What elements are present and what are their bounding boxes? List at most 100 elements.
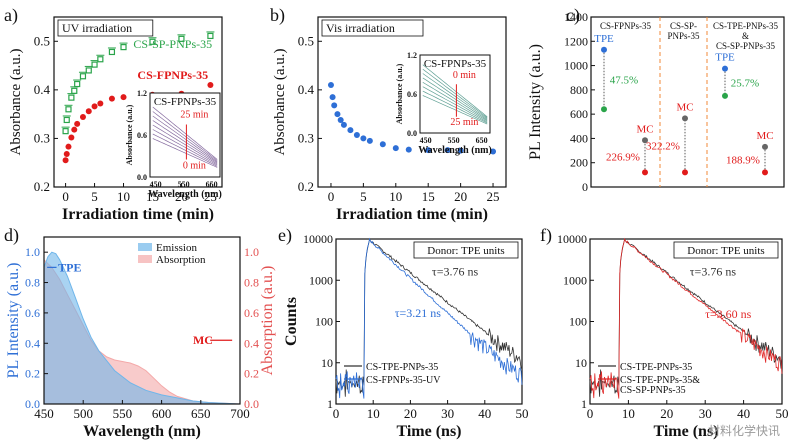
series-label: CS-SP-PNPs-35 (133, 37, 212, 51)
y-tick-label: 200 (570, 156, 588, 170)
legend-label: CS-TPE-PNPs-35 (620, 362, 692, 373)
x-tick-label: 0 (587, 406, 594, 421)
x-tick-label: 15 (146, 189, 159, 204)
decay-curve (589, 237, 783, 399)
y2-tick-label: 0.4 (244, 336, 259, 350)
inset-spectrum (422, 77, 488, 121)
plot-frame (43, 236, 241, 405)
inset-y-tick-label: 1.2 (407, 51, 417, 60)
data-point (71, 126, 78, 133)
legend-swatch (138, 243, 152, 251)
inset-x-tick-label: 550 (178, 180, 190, 189)
inset-title: CS-FPNPs-35 (424, 58, 487, 70)
data-point (149, 38, 156, 45)
data-point (490, 148, 497, 155)
y-tick-label: 600 (570, 107, 588, 121)
x-tick-label: 10 (117, 189, 130, 204)
inset-spectrum (152, 138, 218, 168)
data-point (65, 143, 72, 150)
inset-label: 25 min (450, 117, 478, 128)
data-point (71, 87, 78, 94)
inset-y-tick-label: 1.2 (137, 89, 147, 98)
inset-x-tick-label: 450 (150, 180, 162, 189)
data-point (366, 137, 373, 144)
data-point (762, 169, 768, 176)
data-point (392, 145, 399, 152)
x-tick-label: 30 (699, 406, 712, 421)
x-tick-label: 450 (34, 406, 54, 421)
lifetime-annotation: τ=3.21 ns (395, 306, 442, 320)
area-series (43, 251, 241, 405)
data-point (91, 103, 98, 110)
data-point (353, 132, 360, 139)
y-tick-label: 0.2 (298, 179, 314, 194)
percent-change: 322.2% (646, 140, 680, 152)
x-axis-title: Time (ns) (396, 423, 461, 440)
x-tick-label: 50 (516, 406, 529, 421)
kind-label: MC (756, 130, 773, 142)
kind-label: TPE (715, 52, 735, 64)
lifetime-annotation: τ=3.76 ns (432, 265, 479, 279)
data-point (405, 146, 412, 153)
inset-title: CS-FPNPs-35 (154, 96, 217, 108)
inset-spectrum (152, 120, 218, 164)
series-label: CS-FPNPs-35 (137, 68, 208, 82)
x-tick-label: 700 (230, 406, 250, 421)
y-tick-label: 1.0 (25, 245, 40, 259)
x-tick-label: 25 (204, 189, 217, 204)
data-point (79, 73, 87, 80)
y-tick-label: 0.3 (298, 130, 314, 145)
y-tick-label: 0.4 (25, 336, 40, 350)
x-tick-label: 10 (389, 189, 402, 204)
y-tick-label: 10000 (557, 232, 587, 246)
legend-label: CS-TPE-PNPs-35 (366, 362, 438, 373)
inset-label: 0 min (183, 161, 206, 172)
data-point (68, 134, 75, 141)
lifetime-annotation: τ=3.60 ns (705, 307, 752, 321)
y-tick-label: 800 (570, 83, 588, 97)
kind-label: MC (636, 123, 653, 135)
x-tick-label: 25 (487, 189, 500, 204)
y-tick-label: 10000 (303, 232, 333, 246)
data-point (74, 80, 81, 88)
inset-spectrum (152, 115, 218, 163)
y-tick-label: 100 (315, 315, 333, 329)
legend-swatch (138, 255, 152, 263)
inset-spectrum (422, 68, 488, 119)
x-tick-label: 600 (152, 406, 172, 421)
y2-tick-label: 1.0 (244, 245, 259, 259)
inset-x-title: Wavelength (nm) (148, 189, 222, 200)
x-tick-label: 550 (113, 406, 133, 421)
inset-y-tick-label: 0.0 (137, 173, 147, 182)
legend-label: CS-TPE-PNPs-35& (620, 375, 700, 386)
legend-label: Emission (156, 242, 197, 254)
x-axis-title: Irradiation time (min) (62, 206, 214, 223)
inset-spectrum (422, 64, 488, 118)
panel-letter: c) (566, 5, 580, 26)
inset-spectrum (422, 73, 488, 120)
plot-frame (590, 16, 785, 188)
data-point (444, 147, 451, 154)
x-tick-label: 15 (422, 189, 435, 204)
percent-change: 226.9% (606, 151, 640, 163)
y-tick-label: 400 (570, 131, 588, 145)
annotation: TPE (58, 260, 81, 274)
data-point (207, 82, 214, 88)
group-label: CS-SP- (670, 21, 697, 31)
group-label: & (742, 31, 749, 41)
condition-box (413, 241, 519, 259)
y-tick-label: 10 (321, 356, 333, 370)
data-point (682, 115, 688, 122)
inset-x-tick-label: 450 (420, 136, 432, 145)
data-point (331, 102, 338, 109)
y-axis-title: PL Intensity (a.u.) (527, 44, 544, 160)
x-axis-title: Wavelength (nm) (83, 423, 201, 440)
data-point (63, 116, 70, 124)
condition-label: Vis irradiation (326, 21, 395, 35)
percent-change: 25.7% (731, 77, 759, 89)
inset-label: 0 min (453, 70, 476, 81)
y2-tick-label: 0.0 (244, 397, 259, 411)
inset-spectrum (422, 90, 488, 124)
data-point (425, 147, 432, 154)
data-point (62, 157, 69, 164)
